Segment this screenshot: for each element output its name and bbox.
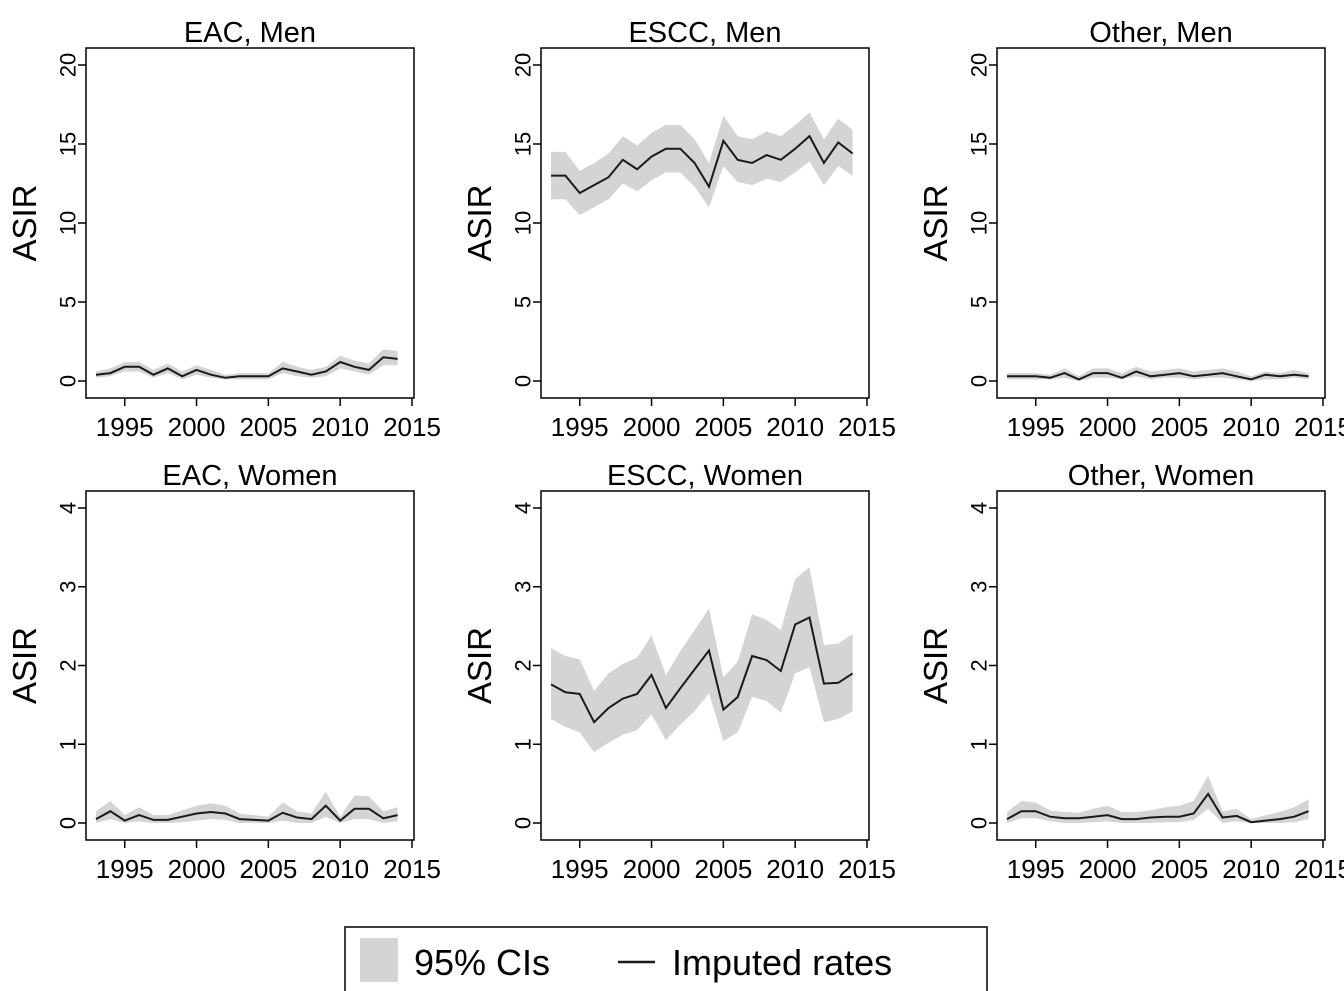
x-tick-label: 2005 xyxy=(239,412,297,442)
y-tick-label: 4 xyxy=(511,502,536,514)
plot-frame xyxy=(85,490,415,841)
y-tick-label: 20 xyxy=(967,53,992,77)
legend-ci-swatch xyxy=(360,938,398,982)
x-tick-label: 2000 xyxy=(623,854,681,884)
plot-frame xyxy=(85,47,415,399)
y-tick-label: 2 xyxy=(56,659,81,671)
x-tick-label: 2010 xyxy=(1222,412,1280,442)
x-tick-label: 2015 xyxy=(383,412,441,442)
plot-frame xyxy=(540,47,870,399)
y-axis-label: ASIR xyxy=(461,627,498,704)
panel-title: Other, Men xyxy=(1089,17,1232,49)
x-tick-label: 2005 xyxy=(1150,412,1208,442)
y-tick-label: 1 xyxy=(56,738,81,750)
y-axis-label: ASIR xyxy=(917,184,954,261)
y-axis-label: ASIR xyxy=(917,627,954,704)
y-tick-label: 15 xyxy=(56,132,81,156)
x-tick-label: 2010 xyxy=(1222,854,1280,884)
x-tick-label: 1995 xyxy=(96,854,154,884)
y-tick-label: 0 xyxy=(967,375,992,387)
x-tick-label: 2015 xyxy=(1294,412,1344,442)
y-tick-label: 10 xyxy=(56,211,81,235)
y-tick-label: 15 xyxy=(967,132,992,156)
x-tick-label: 1995 xyxy=(551,854,609,884)
legend-ci-label: 95% CIs xyxy=(414,942,550,983)
y-axis-label: ASIR xyxy=(6,184,43,261)
imputed-rate-line xyxy=(95,804,398,822)
y-tick-label: 5 xyxy=(511,296,536,308)
x-tick-label: 2015 xyxy=(838,854,896,884)
chart-panel-1: EAC, Men 0 5 10 15 20 1995 2000 2005 2010 2015 ASIR xyxy=(6,17,441,442)
y-tick-label: 1 xyxy=(511,738,536,750)
chart-panel-3: Other, Men 0 5 10 15 20 1995 2000 2005 2010 2015 AS… xyxy=(917,17,1344,442)
y-tick-label: 0 xyxy=(56,375,81,387)
chart-panel-2: ESCC, Men 0 5 10 15 20 1995 2000 2005 2010 2015 ASI… xyxy=(461,17,896,442)
x-tick-label: 1995 xyxy=(1007,412,1065,442)
x-tick-label: 2000 xyxy=(168,412,226,442)
ci-band xyxy=(1007,775,1309,823)
legend-line-label: Imputed rates xyxy=(672,942,892,983)
x-tick-label: 2000 xyxy=(623,412,681,442)
y-tick-label: 2 xyxy=(967,659,992,671)
x-tick-label: 2000 xyxy=(168,854,226,884)
x-tick-label: 2010 xyxy=(311,854,369,884)
imputed-rate-line xyxy=(550,616,854,724)
legend-box xyxy=(344,926,988,991)
x-tick-label: 2000 xyxy=(1079,854,1137,884)
y-tick-label: 4 xyxy=(56,502,81,514)
imputed-rate-line xyxy=(95,356,398,379)
y-tick-label: 0 xyxy=(511,375,536,387)
imputed-rate-line xyxy=(1006,792,1309,824)
chart-panel-6: Other, Women 0 1 2 3 4 1995 2000 2005 2010 2015 ASI… xyxy=(917,460,1344,884)
ci-band xyxy=(551,112,853,216)
y-tick-label: 0 xyxy=(56,817,81,829)
x-tick-label: 2010 xyxy=(311,412,369,442)
ci-band xyxy=(96,791,398,823)
y-tick-label: 3 xyxy=(967,581,992,593)
y-tick-label: 3 xyxy=(511,581,536,593)
y-tick-label: 3 xyxy=(56,581,81,593)
imputed-rate-line xyxy=(551,134,854,195)
plot-frame xyxy=(996,47,1326,399)
y-axis-label: ASIR xyxy=(6,627,43,704)
x-tick-label: 2005 xyxy=(239,854,297,884)
y-tick-label: 5 xyxy=(56,296,81,308)
chart-panel-5: ESCC, Women 0 1 2 3 4 1995 2000 2005 2010 2015 ASIR xyxy=(461,460,896,884)
panel-title: Other, Women xyxy=(1068,460,1254,492)
x-tick-label: 2015 xyxy=(838,412,896,442)
y-tick-label: 10 xyxy=(511,211,536,235)
x-tick-label: 2010 xyxy=(766,854,824,884)
panel-title: ESCC, Women xyxy=(607,460,803,492)
x-tick-label: 2015 xyxy=(1294,854,1344,884)
y-tick-label: 10 xyxy=(967,211,992,235)
x-tick-label: 2015 xyxy=(383,854,441,884)
legend: 95% CIs Imputed rates xyxy=(344,926,988,991)
plot-frame xyxy=(996,490,1326,841)
x-tick-label: 2005 xyxy=(694,412,752,442)
y-tick-label: 2 xyxy=(511,659,536,671)
panel-title: EAC, Women xyxy=(162,460,337,492)
chart-panel-4: EAC, Women 0 1 2 3 4 1995 2000 2005 2010 2015 ASIR xyxy=(6,460,441,884)
x-tick-label: 1995 xyxy=(551,412,609,442)
y-tick-label: 0 xyxy=(511,817,536,829)
x-tick-label: 2000 xyxy=(1079,412,1137,442)
y-tick-label: 1 xyxy=(967,738,992,750)
y-tick-label: 0 xyxy=(967,817,992,829)
y-tick-label: 5 xyxy=(967,296,992,308)
x-tick-label: 2005 xyxy=(694,854,752,884)
x-tick-label: 1995 xyxy=(1007,854,1065,884)
x-tick-label: 2010 xyxy=(766,412,824,442)
y-axis-label: ASIR xyxy=(461,184,498,261)
y-tick-label: 20 xyxy=(56,53,81,77)
y-tick-label: 4 xyxy=(967,502,992,514)
imputed-rate-line xyxy=(1007,370,1309,381)
y-tick-label: 15 xyxy=(511,132,536,156)
y-tick-label: 20 xyxy=(511,53,536,77)
panel-title: EAC, Men xyxy=(184,17,316,49)
x-tick-label: 2005 xyxy=(1150,854,1208,884)
x-tick-label: 1995 xyxy=(96,412,154,442)
panel-title: ESCC, Men xyxy=(628,17,781,49)
